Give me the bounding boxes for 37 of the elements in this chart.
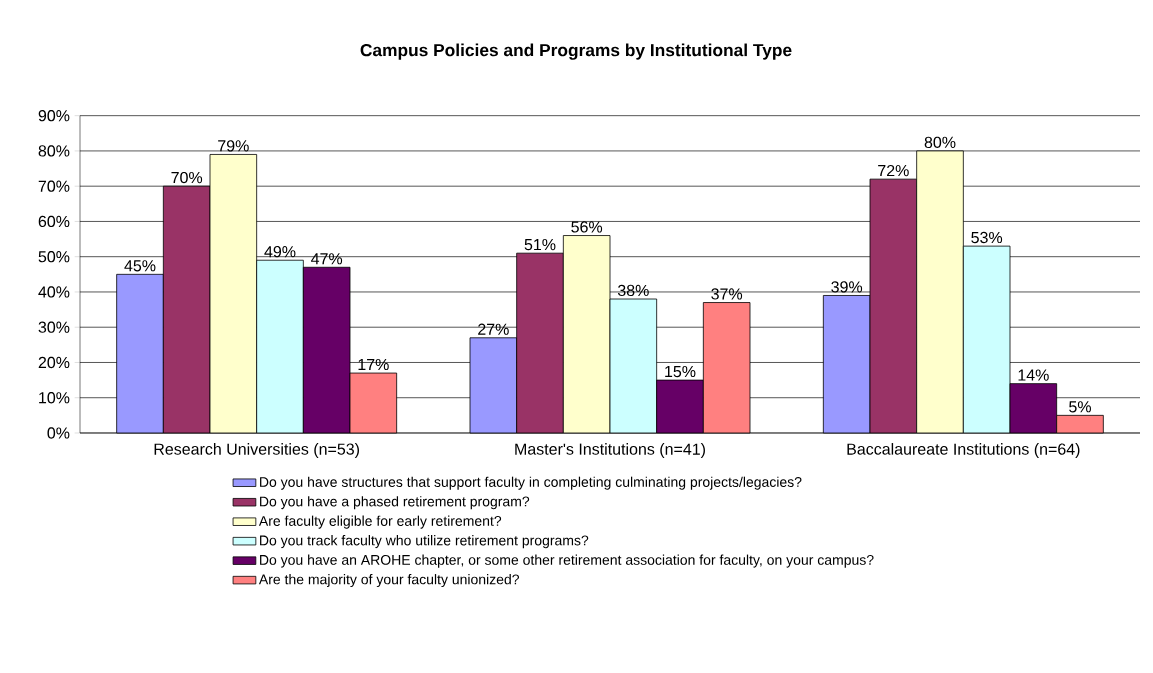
data-label: 37% xyxy=(711,288,743,300)
y-tick-label: 30% xyxy=(38,321,70,333)
x-tick-label: Baccalaureate Institutions (n=64) xyxy=(847,443,1080,458)
data-label: 49% xyxy=(264,245,296,258)
y-tick-label: 10% xyxy=(39,392,70,404)
legend-label: Are the majority of your faculty unionized? xyxy=(258,574,520,588)
data-label: 27% xyxy=(478,323,509,335)
data-label: 51% xyxy=(524,238,556,251)
data-label: 14% xyxy=(1018,369,1049,381)
y-tick-label: 50% xyxy=(38,251,70,263)
data-label: 45% xyxy=(124,260,156,272)
data-label: 15% xyxy=(665,365,696,378)
chart-title: Campus Policies and Programs by Institutional Type xyxy=(360,43,792,60)
y-tick-label: 60% xyxy=(38,215,70,228)
data-label: 47% xyxy=(311,253,343,265)
x-tick-label: Research Universities (n=53) xyxy=(154,443,359,458)
data-label: 5% xyxy=(1069,401,1091,413)
y-tick-label: 20% xyxy=(38,356,70,369)
data-label: 72% xyxy=(878,164,909,177)
x-tick-label: Master's Institutions (n=41) xyxy=(515,443,705,458)
data-label: 53% xyxy=(971,231,1003,244)
data-label: 38% xyxy=(617,284,649,297)
y-tick-label: 90% xyxy=(38,110,70,122)
y-tick-label: 40% xyxy=(38,286,70,298)
y-tick-label: 70% xyxy=(38,180,70,192)
data-label: 70% xyxy=(171,171,203,184)
data-label: 80% xyxy=(924,136,956,148)
data-label: 79% xyxy=(218,140,249,152)
legend-label: Do you have a phased retirement program? xyxy=(260,496,530,510)
legend-label: Do you have structures that support faculty in completing culminating projects/legacies? xyxy=(260,476,802,490)
data-label: 39% xyxy=(831,281,863,293)
y-tick-label: 80% xyxy=(38,145,70,157)
legend-label: Do you track faculty who utilize retirement programs? xyxy=(260,535,589,549)
legend-label: Are faculty eligible for early retirement? xyxy=(258,515,502,529)
data-label: 56% xyxy=(571,221,603,233)
legend-label: Do you have an AROHE chapter, or some other retirement association for faculty, on your campus? xyxy=(260,554,874,568)
y-tick-label: 0% xyxy=(47,427,70,439)
